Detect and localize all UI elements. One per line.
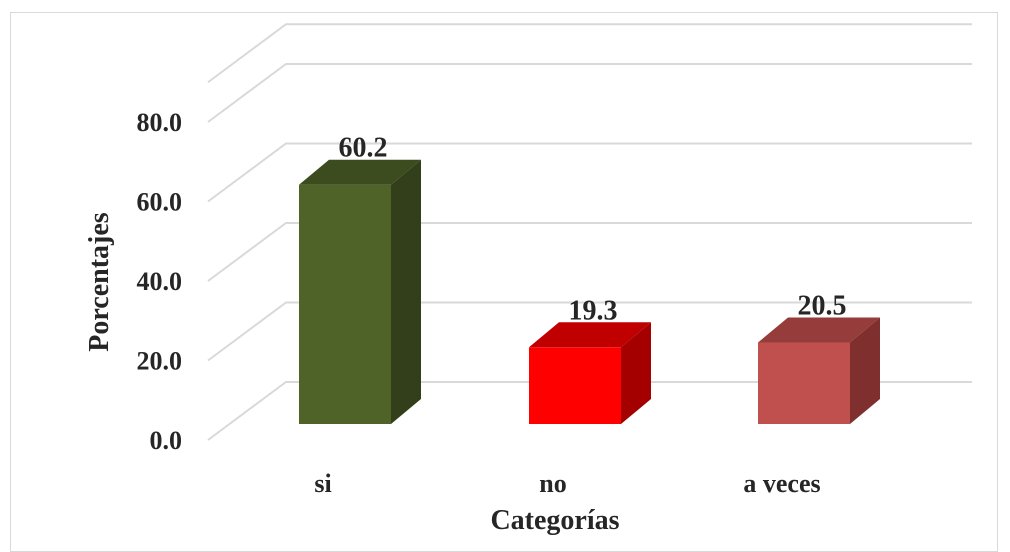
y-tick-label: 80.0	[137, 108, 183, 137]
y-tick-label: 60.0	[137, 188, 183, 217]
bar-top	[758, 317, 880, 343]
bar	[299, 159, 421, 424]
bar-front	[299, 184, 391, 424]
y-tick-label: 0.0	[150, 426, 183, 455]
x-axis-title: Categorías	[490, 505, 619, 536]
y-tick-label: 20.0	[137, 347, 183, 376]
x-tick-label: no	[539, 469, 566, 498]
gridline	[207, 23, 972, 84]
gridline	[207, 222, 972, 282]
x-axis-ticks: si no a veces	[314, 469, 820, 498]
bar-top	[299, 159, 421, 185]
bar-side	[391, 159, 421, 424]
gridline	[207, 142, 972, 203]
x-tick-label: si	[314, 469, 331, 498]
gridline	[207, 63, 972, 123]
gridline	[207, 381, 972, 441]
y-axis-title: Porcentajes	[84, 212, 115, 352]
bar-top	[529, 322, 651, 348]
bar-chart: 0.0 20.0 40.0 60.0 80.0 60.2 19.3 20.5 si no a v…	[84, 23, 972, 536]
bar	[529, 322, 651, 424]
chart-frame	[10, 12, 998, 552]
gridlines	[207, 23, 972, 441]
bar-side	[621, 322, 651, 424]
gridline	[207, 301, 972, 362]
bar	[758, 317, 880, 424]
bars	[299, 159, 880, 424]
data-label: 19.3	[569, 295, 618, 326]
data-label: 20.5	[798, 291, 847, 322]
data-label: 60.2	[339, 133, 388, 164]
bar-side	[850, 317, 880, 424]
y-tick-label: 40.0	[137, 267, 183, 296]
bar-front	[529, 347, 621, 424]
y-axis-ticks: 0.0 20.0 40.0 60.0 80.0	[137, 108, 183, 455]
bar-front	[758, 342, 850, 424]
data-labels: 60.2 19.3 20.5	[339, 133, 847, 327]
x-tick-label: a veces	[743, 469, 820, 498]
